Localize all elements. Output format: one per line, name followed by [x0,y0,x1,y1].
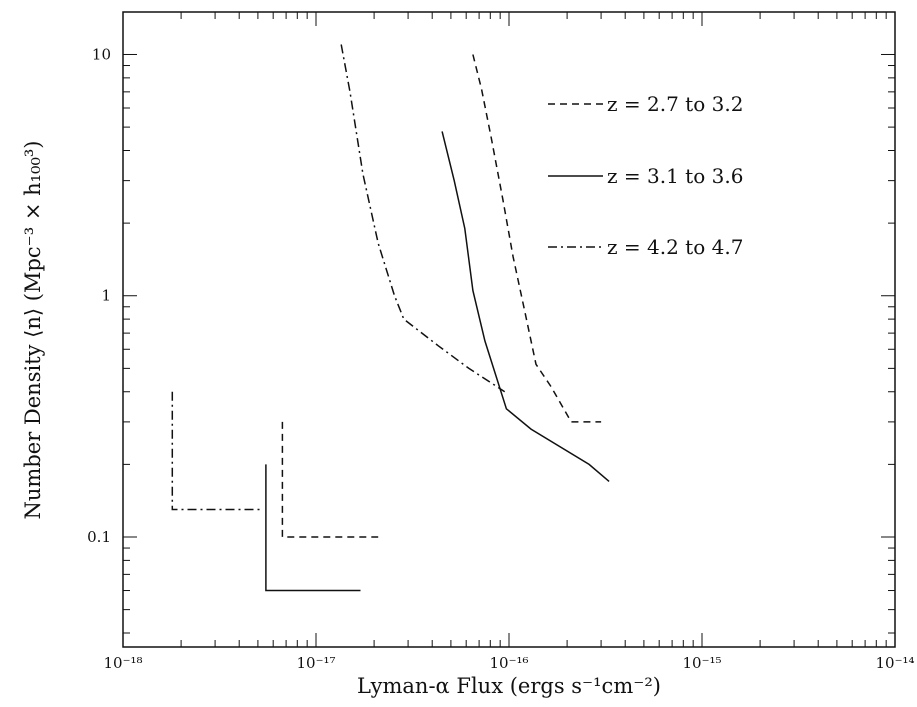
x-tick-label: 10⁻¹⁴ [875,654,914,672]
y-tick-label: 1 [101,287,111,305]
legend: z = 2.7 to 3.2 z = 3.1 to 3.6 z = 4.2 to 4… [548,92,743,259]
major-ticks [122,12,896,647]
legend-label-3: z = 4.2 to 4.7 [607,235,743,259]
series-limit-1 [281,421,379,538]
series-line-3 [340,44,506,393]
y-tick-labels: 0.1 1 10 [87,45,111,546]
y-axis-label: Number Density ⟨n⟩ (Mpc⁻³ × h₁₀₀³) [21,141,45,520]
x-axis-label: Lyman-α Flux (ergs s⁻¹cm⁻²) [357,674,661,698]
series-group [171,44,610,592]
legend-label-2: z = 3.1 to 3.6 [607,164,743,188]
legend-label-1: z = 2.7 to 3.2 [607,92,743,116]
series-line-1 [472,54,602,423]
x-tick-label: 10⁻¹⁷ [296,654,335,672]
series-limit-2 [265,464,361,592]
series-limit-3 [171,391,263,511]
x-tick-labels: 10⁻¹⁸ 10⁻¹⁷ 10⁻¹⁶ 10⁻¹⁵ 10⁻¹⁴ [103,654,914,672]
y-tick-label: 0.1 [87,528,111,546]
minor-ticks [123,12,895,647]
y-tick-label: 10 [92,45,111,63]
x-tick-label: 10⁻¹⁵ [682,654,721,672]
x-tick-label: 10⁻¹⁸ [103,654,142,672]
series-line-2 [441,131,610,482]
x-tick-label: 10⁻¹⁶ [489,654,528,672]
plot-frame [122,11,896,648]
